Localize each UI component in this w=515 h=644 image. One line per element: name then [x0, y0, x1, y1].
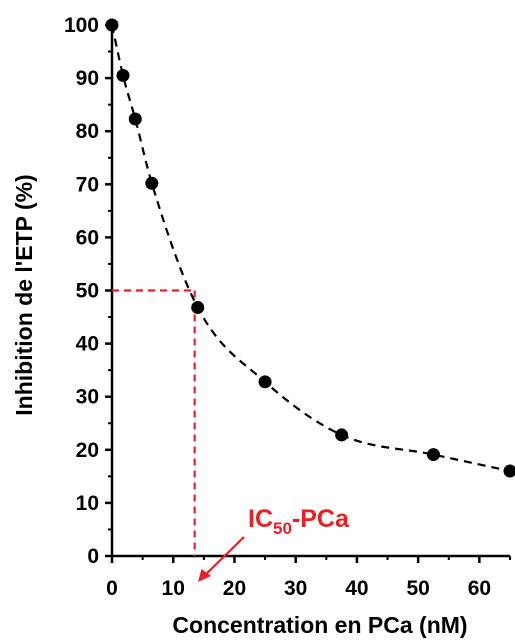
data-point	[335, 428, 349, 442]
y-axis: 0 10 20 30 40 50 60 70 80 90 100	[64, 14, 114, 568]
y-tick-label: 40	[76, 333, 99, 356]
ic50-label-main: IC	[248, 505, 273, 533]
ic50-label-suffix: -PCa	[292, 505, 350, 533]
ic50-label: IC50-PCa	[248, 505, 350, 538]
data-point	[105, 18, 119, 32]
x-tick-label: 40	[345, 577, 368, 600]
x-tick-label: 60	[468, 577, 491, 600]
y-tick-label: 0	[87, 545, 99, 568]
data-point	[116, 68, 130, 82]
ic50-label-sub: 50	[273, 519, 292, 538]
x-tick-label: 0	[106, 577, 118, 600]
x-axis: 0 10 20 30 40 50 60	[106, 554, 511, 600]
y-tick-label: 50	[76, 280, 99, 303]
x-axis-title: Concentration en PCa (nM)	[172, 612, 467, 638]
data-point	[258, 375, 272, 389]
data-point	[426, 448, 440, 462]
y-tick-label: 60	[76, 226, 99, 249]
data-points	[105, 18, 515, 478]
y-tick-label: 90	[76, 67, 99, 90]
y-tick-label: 10	[76, 492, 99, 515]
y-tick-label: 100	[64, 14, 99, 37]
x-tick-label: 20	[223, 577, 246, 600]
ic50-arrowhead	[198, 569, 211, 582]
ic50-annotation: IC50-PCa	[198, 505, 350, 582]
data-point	[503, 464, 515, 478]
x-tick-label: 50	[406, 577, 429, 600]
y-tick-label: 20	[76, 439, 99, 462]
ic50-guides	[112, 289, 196, 556]
x-tick-label: 30	[284, 577, 307, 600]
data-point	[128, 112, 142, 126]
data-point	[191, 300, 205, 314]
y-tick-label: 70	[76, 173, 99, 196]
y-tick-label: 30	[76, 386, 99, 409]
ic50-arrow-line	[200, 536, 245, 580]
fit-curve	[110, 24, 511, 473]
y-tick-label: 80	[76, 120, 99, 143]
y-axis-title: Inhibition de l'ETP (%)	[11, 174, 37, 415]
data-point	[145, 176, 159, 190]
x-tick-label: 10	[162, 577, 185, 600]
